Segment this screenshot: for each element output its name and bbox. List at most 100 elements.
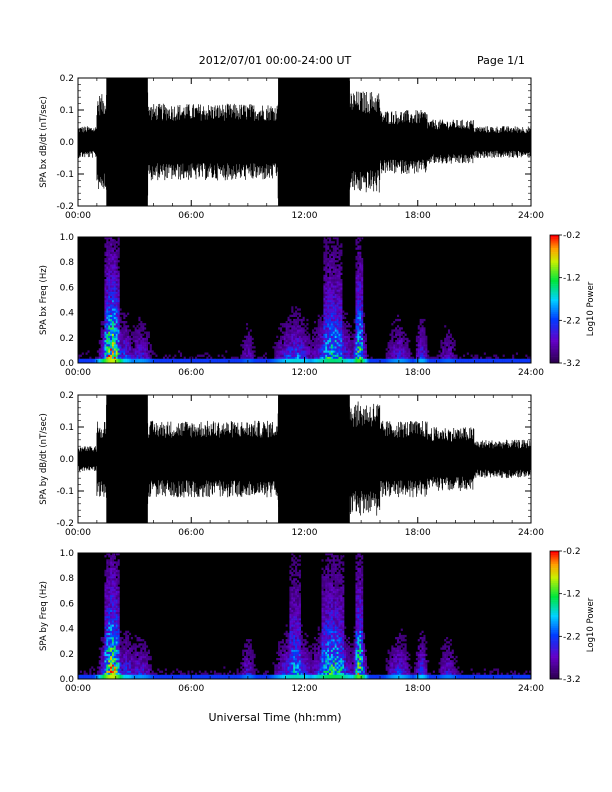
- heatmap-cell: [251, 350, 254, 353]
- heatmap-cell: [164, 354, 167, 357]
- heatmap-cell: [251, 346, 254, 349]
- heatmap-cell: [357, 331, 360, 334]
- heatmap-cell: [187, 670, 190, 673]
- heatmap-cell: [108, 304, 111, 307]
- heatmap-cell: [325, 255, 328, 259]
- heatmap-cell: [332, 249, 335, 252]
- heatmap-cell: [111, 571, 115, 575]
- heatmap-cell: [325, 344, 328, 347]
- heatmap-cell: [110, 337, 113, 341]
- heatmap-cell: [283, 358, 286, 363]
- heatmap-cell: [410, 356, 413, 359]
- heatmap-cell: [104, 325, 107, 328]
- heatmap-cell: [249, 649, 252, 652]
- heatmap-cell: [264, 358, 267, 363]
- heatmap-cell: [363, 312, 366, 315]
- heatmap-cell: [295, 647, 298, 650]
- heatmap-cell: [313, 346, 317, 349]
- heatmap-cell: [332, 310, 335, 313]
- heatmap-cell: [355, 274, 358, 278]
- heatmap-cell: [115, 245, 118, 248]
- heatmap-cell: [406, 348, 409, 351]
- heatmap-cell: [117, 580, 120, 583]
- heatmap-cell: [293, 609, 296, 612]
- heatmap-cell: [106, 592, 109, 596]
- heatmap-cell: [357, 327, 360, 330]
- heatmap-cell: [298, 643, 301, 646]
- heatmap-cell: [278, 666, 281, 669]
- heatmap-cell: [134, 352, 137, 355]
- heatmap-cell: [317, 348, 320, 351]
- heatmap-cell: [355, 346, 358, 349]
- heatmap-cell: [313, 356, 317, 359]
- heatmap-cell: [346, 329, 349, 332]
- heatmap-cell: [330, 285, 334, 288]
- heatmap-cell: [117, 237, 120, 240]
- heatmap-cell: [100, 350, 103, 353]
- heatmap-cell: [455, 358, 458, 363]
- heatmap-cell: [319, 352, 322, 355]
- heatmap-cell: [117, 274, 120, 278]
- heatmap-cell: [330, 321, 334, 324]
- heatmap-cell: [325, 318, 328, 322]
- heatmap-cell: [106, 255, 109, 259]
- heatmap-cell: [332, 251, 335, 254]
- heatmap-cell: [342, 344, 345, 347]
- heatmap-cell: [342, 348, 345, 351]
- heatmap-cell: [336, 356, 339, 359]
- heatmap-cell: [225, 350, 228, 353]
- heatmap-cell: [102, 670, 105, 673]
- heatmap-cell: [285, 327, 288, 330]
- heatmap-cell: [304, 337, 307, 341]
- heatmap-cell: [155, 672, 158, 675]
- heatmap-cell: [106, 605, 109, 608]
- heatmap-cell: [136, 331, 139, 334]
- heatmap-cell: [244, 672, 247, 675]
- heatmap-cell: [291, 356, 294, 359]
- heatmap-cell: [285, 354, 288, 357]
- heatmap-cell: [312, 354, 315, 357]
- heatmap-cell: [283, 655, 286, 659]
- heatmap-cell: [140, 337, 143, 341]
- heatmap-cell: [336, 337, 339, 341]
- heatmap-cell: [142, 666, 145, 669]
- heatmap-cell: [329, 316, 332, 320]
- heatmap-cell: [140, 352, 143, 355]
- heatmap-cell: [402, 344, 405, 347]
- heatmap-cell: [125, 664, 128, 667]
- heatmap-cell: [346, 325, 349, 328]
- heatmap-cell: [119, 329, 122, 332]
- heatmap-cell: [342, 329, 345, 332]
- heatmap-cell: [357, 251, 360, 254]
- heatmap-cell: [480, 356, 483, 359]
- heatmap-cell: [421, 354, 424, 357]
- heatmap-cell: [295, 356, 298, 359]
- heatmap-cell: [161, 358, 164, 363]
- heatmap-cell: [142, 658, 145, 661]
- heatmap-cell: [121, 670, 124, 673]
- heatmap-cell: [323, 293, 326, 296]
- heatmap-cell: [291, 655, 294, 659]
- heatmap-cell: [340, 356, 343, 359]
- heatmap-cell: [121, 662, 124, 665]
- heatmap-cell: [330, 270, 334, 273]
- heatmap-cell: [276, 672, 279, 675]
- heatmap-cell: [281, 666, 284, 669]
- heatmap-cell: [142, 352, 145, 355]
- heatmap-cell: [134, 643, 137, 646]
- heatmap-cell: [355, 285, 358, 288]
- heatmap-cell: [419, 331, 422, 334]
- heatmap-cell: [296, 624, 300, 627]
- heatmap-cell: [281, 649, 284, 652]
- heatmap-cell: [142, 668, 145, 671]
- heatmap-cell: [113, 342, 116, 345]
- heatmap-cell: [306, 670, 309, 673]
- heatmap-cell: [138, 354, 141, 357]
- heatmap-cell: [396, 350, 400, 353]
- heatmap-cell: [106, 281, 109, 284]
- heatmap-cell: [323, 346, 326, 349]
- heatmap-cell: [313, 672, 317, 675]
- heatmap-cell: [432, 356, 435, 359]
- heatmap-cell: [94, 356, 98, 359]
- heatmap-cell: [281, 658, 284, 661]
